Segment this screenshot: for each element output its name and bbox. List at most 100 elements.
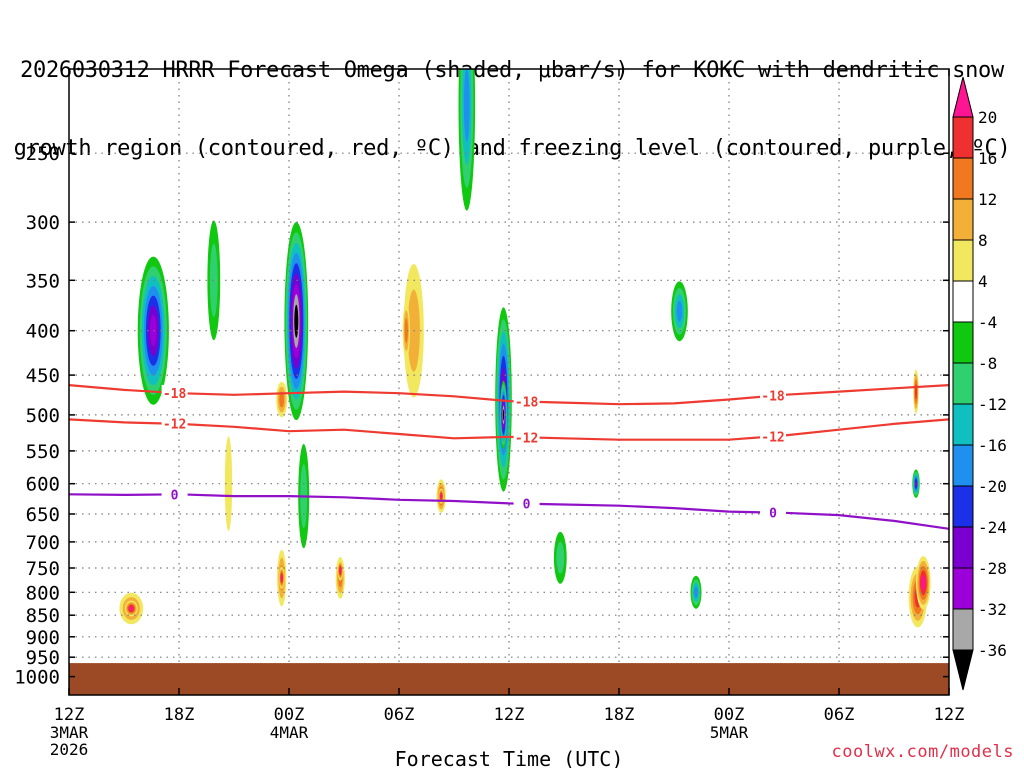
colorbar-bottom-arrow (952, 649, 974, 691)
dgz-contour-1-label-bg-0 (161, 415, 188, 431)
omega-cell-5-level-8 (294, 304, 299, 338)
colorbar: 20 16 12 8 4 -4 -8 -12 -16 -20 -24 -28 -32 -36 (952, 76, 1007, 691)
dgz-contour-0-label-2: -18 (761, 390, 785, 405)
colorbar-label-9: -20 (978, 477, 1007, 496)
y-tick-label-600: 600 (26, 474, 60, 496)
contour-lines: -18 -18 -18 -12 -12 -12 0 0 0 (69, 384, 949, 530)
y-tick-label-850: 850 (26, 605, 60, 627)
omega-cell-3-level-1 (209, 243, 218, 318)
x-tick-label-18: 06Z (384, 705, 415, 725)
colorbar-swatch-1 (952, 116, 974, 159)
y-tick-label-650: 650 (26, 504, 60, 526)
colorbar-swatch-7 (952, 362, 974, 405)
freezing-level-contour-label-0: 0 (171, 488, 179, 503)
colorbar-label-5: -4 (978, 313, 997, 332)
y-tick-label-400: 400 (26, 321, 60, 343)
omega-cell-23-level-4 (921, 575, 926, 591)
colorbar-label-11: -28 (978, 559, 1007, 578)
freezing-level-contour-label-2: 0 (769, 507, 777, 522)
x-axis-label: Forecast Time (UTC) (395, 747, 624, 768)
omega-cell-6-level-2 (279, 391, 285, 408)
colorbar-label-6: -8 (978, 354, 997, 373)
freezing-level-contour-label-1: 0 (523, 498, 531, 513)
freezing-level-contour-label-bg-1 (513, 495, 540, 511)
omega-cell-16-level-3 (463, 69, 470, 142)
x-tick-sublabel-12-0: 4MAR (270, 723, 309, 742)
colorbar-top-arrow (952, 76, 974, 118)
colorbar-swatch-3 (952, 198, 974, 241)
omega-cell-4-level-0 (224, 436, 233, 532)
y-tick-label-350: 350 (26, 270, 60, 292)
dgz-contour-1-line (69, 418, 949, 441)
omega-shading (119, 69, 931, 628)
colorbar-label-2: 12 (978, 190, 997, 209)
x-tick-sublabel-0-0: 3MAR (50, 723, 89, 742)
omega-cell-21-level-3 (694, 586, 698, 598)
colorbar-swatch-13 (952, 608, 974, 651)
colorbar-label-12: -32 (978, 600, 1007, 619)
x-tick-label-48: 12Z (934, 705, 965, 725)
colorbar-label-3: 8 (978, 231, 988, 250)
y-tick-label-800: 800 (26, 582, 60, 604)
dgz-contour-0-label-bg-1 (513, 393, 540, 409)
colorbar-swatch-4 (952, 239, 974, 282)
colorbar-swatch-12 (952, 567, 974, 610)
x-tick-label-30: 18Z (604, 705, 635, 725)
y-tick-label-550: 550 (26, 441, 60, 463)
colorbar-label-0: 20 (978, 108, 997, 127)
colorbar-label-10: -24 (978, 518, 1007, 537)
dgz-contour-0-line (69, 384, 949, 406)
x-tick-label-42: 06Z (824, 705, 855, 725)
omega-cell-24-level-5 (915, 480, 917, 488)
dgz-contour-1-label-1: -12 (515, 431, 538, 446)
freezing-level-contour-label-bg-0 (161, 486, 188, 502)
x-tick-label-12: 00Z (274, 705, 305, 725)
x-tick-label-6: 18Z (164, 705, 195, 725)
omega-cell-13-level-2 (404, 318, 408, 344)
colorbar-label-1: 16 (978, 149, 997, 168)
y-tick-label-250: 250 (26, 143, 60, 165)
colorbar-label-13: -36 (978, 641, 1007, 660)
omega-cell-19-level-1 (556, 541, 565, 574)
x-tick-label-24: 12Z (494, 705, 525, 725)
dgz-contour-1-label-2: -12 (761, 430, 784, 445)
dgz-contour-0-label-0: -18 (163, 387, 187, 402)
omega-cell-8-level-4 (280, 574, 283, 582)
credit-text: coolwx.com/models (831, 742, 1014, 762)
colorbar-swatch-8 (952, 403, 974, 446)
omega-cell-15-level-4 (440, 493, 443, 499)
dgz-contour-0-label-bg-2 (760, 387, 786, 403)
grid-lines (69, 69, 949, 695)
dgz-contour-0-label-bg-0 (161, 384, 188, 400)
y-tick-label-750: 750 (26, 558, 60, 580)
x-tick-label-36: 00Z (714, 705, 745, 725)
colorbar-label-4: 4 (978, 272, 988, 291)
colorbar-swatch-6 (952, 321, 974, 364)
omega-cell-20-level-3 (676, 300, 683, 322)
dgz-contour-1-label-0: -12 (163, 418, 186, 433)
dgz-contour-1-label-bg-1 (513, 429, 540, 445)
colorbar-swatch-9 (952, 444, 974, 487)
chart-title-line2: growth region (contoured, red, ºC) and f… (13, 136, 1011, 161)
colorbar-label-7: -12 (978, 395, 1007, 414)
colorbar-swatch-10 (952, 485, 974, 528)
colorbar-swatch-2 (952, 157, 974, 200)
y-tick-label-300: 300 (26, 212, 60, 234)
y-tick-label-950: 950 (26, 647, 60, 669)
omega-cell-2-level-4 (129, 606, 134, 611)
omega-cell-0-level-6 (150, 315, 157, 347)
dgz-contour-0-label-1: -18 (515, 396, 539, 411)
freezing-level-contour-label-bg-2 (760, 504, 786, 520)
freezing-level-contour-line (69, 493, 949, 530)
colorbar-swatch-11 (952, 526, 974, 569)
y-axis: 2503003504004505005506006507007508008509… (14, 143, 949, 689)
y-tick-label-500: 500 (26, 405, 60, 427)
omega-cell-11-level-4 (339, 567, 342, 574)
x-tick-label-0: 12Z (54, 705, 85, 725)
y-tick-label-700: 700 (26, 532, 60, 554)
colorbar-label-8: -16 (978, 436, 1007, 455)
dgz-contour-1-label-bg-2 (760, 428, 786, 444)
omega-cell-18-level-8 (502, 409, 505, 421)
